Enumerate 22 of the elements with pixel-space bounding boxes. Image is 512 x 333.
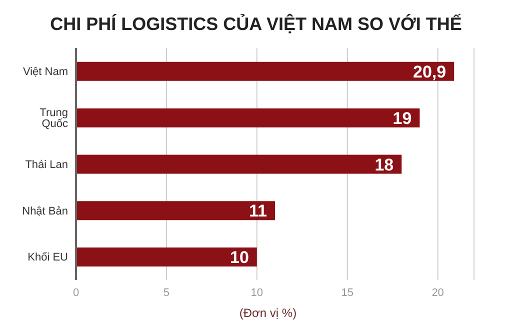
data-label: 18 — [374, 155, 394, 174]
bar — [76, 62, 454, 81]
y-tick-label: Trung Quốc — [40, 107, 68, 130]
y-tick-label: Khối EU — [28, 252, 68, 264]
y-tick-label: Nhật Bản — [22, 205, 68, 218]
x-tick-label: 20 — [432, 286, 444, 299]
x-tick-label: 5 — [163, 286, 170, 299]
x-tick-label: 10 — [250, 286, 264, 299]
data-label: 19 — [392, 108, 412, 128]
bar — [76, 154, 402, 174]
y-tick-label: Thái Lan — [25, 158, 68, 171]
x-tick-label: 0 — [72, 286, 80, 299]
data-label: 11 — [249, 202, 267, 221]
bar — [76, 248, 257, 267]
bar — [76, 201, 275, 220]
x-axis-title: (Đơn vị %) — [239, 306, 297, 320]
bar — [76, 108, 420, 128]
y-tick-label: Việt Nam — [22, 66, 68, 78]
x-tick-label: 15 — [341, 286, 354, 299]
data-label: 10 — [230, 248, 249, 268]
chart-title: CHI PHÍ LOGISTICS CỦA VIỆT NAM SO VỚI THẾ — [49, 14, 463, 35]
data-label: 20,9 — [413, 62, 446, 82]
